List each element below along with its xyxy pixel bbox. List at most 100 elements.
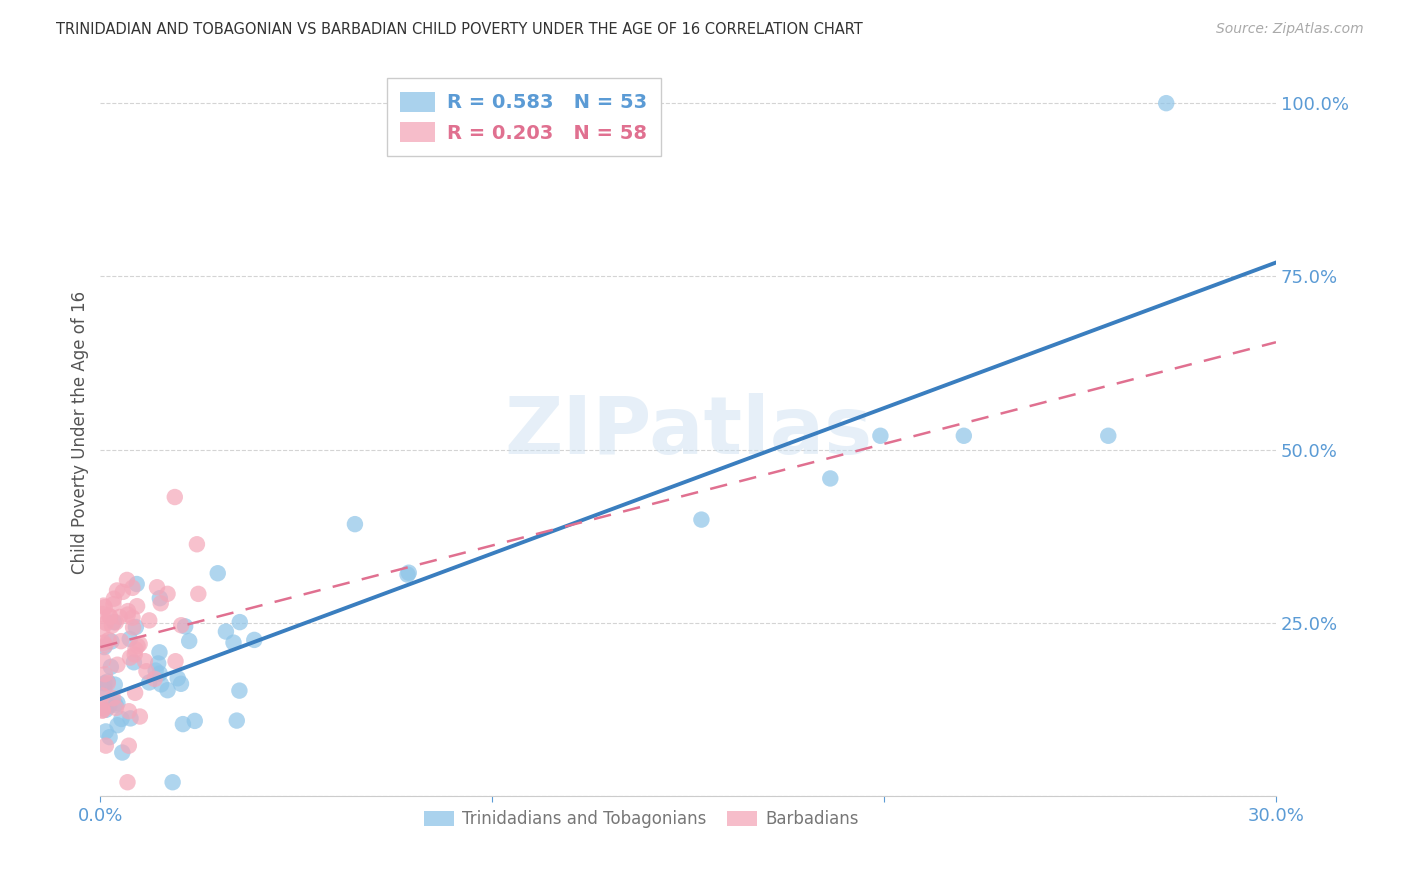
Legend: Trinidadians and Tobagonians, Barbadians: Trinidadians and Tobagonians, Barbadians xyxy=(418,804,865,835)
Point xyxy=(184,714,207,728)
Text: Source: ZipAtlas.com: Source: ZipAtlas.com xyxy=(1216,22,1364,37)
Point xyxy=(229,615,252,629)
Point xyxy=(124,648,146,662)
Point xyxy=(163,490,186,504)
Point xyxy=(103,615,125,629)
Point xyxy=(869,429,891,443)
Point xyxy=(215,624,238,639)
Point xyxy=(105,583,128,598)
Point xyxy=(135,664,157,678)
Point xyxy=(100,634,122,648)
Point xyxy=(149,596,172,610)
Point xyxy=(96,616,118,631)
Point xyxy=(820,471,842,485)
Point xyxy=(91,703,114,717)
Point xyxy=(91,701,114,715)
Point xyxy=(149,666,172,681)
Point xyxy=(98,730,121,744)
Point xyxy=(91,689,114,703)
Point xyxy=(207,566,229,581)
Point xyxy=(396,567,419,582)
Point xyxy=(148,657,170,671)
Point xyxy=(107,696,129,710)
Point xyxy=(93,676,115,690)
Point xyxy=(94,739,117,753)
Point xyxy=(107,718,129,732)
Point xyxy=(104,677,127,691)
Point xyxy=(94,724,117,739)
Point xyxy=(165,654,187,668)
Point xyxy=(134,654,156,668)
Point xyxy=(343,517,366,532)
Point xyxy=(146,580,169,594)
Point xyxy=(97,676,120,690)
Point xyxy=(125,620,148,634)
Point xyxy=(138,613,160,627)
Point xyxy=(122,655,145,669)
Point xyxy=(166,671,188,685)
Point xyxy=(111,746,134,760)
Point xyxy=(98,609,121,624)
Point xyxy=(118,632,141,646)
Point xyxy=(117,775,139,789)
Point xyxy=(120,711,142,725)
Point xyxy=(96,674,118,689)
Point xyxy=(93,681,115,696)
Y-axis label: Child Poverty Under the Age of 16: Child Poverty Under the Age of 16 xyxy=(72,291,89,574)
Point xyxy=(156,587,179,601)
Point xyxy=(91,653,114,667)
Point xyxy=(121,581,143,595)
Point xyxy=(122,620,145,634)
Point xyxy=(149,591,172,606)
Point xyxy=(97,633,120,648)
Point xyxy=(93,636,115,650)
Point xyxy=(94,667,117,681)
Point xyxy=(398,566,420,580)
Point xyxy=(148,645,170,659)
Point xyxy=(128,709,150,723)
Point xyxy=(125,577,148,591)
Point xyxy=(156,683,179,698)
Point xyxy=(104,701,127,715)
Point xyxy=(1097,429,1119,443)
Point xyxy=(98,609,121,624)
Point xyxy=(94,638,117,652)
Point xyxy=(108,610,131,624)
Point xyxy=(103,597,125,611)
Point xyxy=(110,712,132,726)
Point xyxy=(128,637,150,651)
Point xyxy=(104,698,127,712)
Point xyxy=(127,639,149,653)
Point xyxy=(170,618,193,632)
Point xyxy=(121,611,143,625)
Point xyxy=(228,683,250,698)
Point xyxy=(222,635,245,649)
Point xyxy=(91,623,114,637)
Point xyxy=(94,600,117,615)
Point xyxy=(100,660,122,674)
Point xyxy=(150,677,173,691)
Point xyxy=(101,691,124,706)
Point xyxy=(107,657,129,672)
Point xyxy=(91,607,114,621)
Point xyxy=(94,703,117,717)
Text: ZIPatlas: ZIPatlas xyxy=(503,393,872,471)
Point xyxy=(117,604,139,618)
Point xyxy=(127,599,149,614)
Point xyxy=(120,650,142,665)
Point xyxy=(101,618,124,632)
Point xyxy=(952,429,974,443)
Point xyxy=(179,634,201,648)
Point xyxy=(172,717,194,731)
Point xyxy=(170,677,193,691)
Point xyxy=(118,739,141,753)
Point xyxy=(118,704,141,718)
Point xyxy=(124,686,146,700)
Point xyxy=(1154,96,1177,111)
Point xyxy=(117,607,139,622)
Point xyxy=(145,664,167,678)
Point xyxy=(124,642,146,657)
Point xyxy=(93,599,115,613)
Point xyxy=(104,615,127,630)
Point xyxy=(225,714,247,728)
